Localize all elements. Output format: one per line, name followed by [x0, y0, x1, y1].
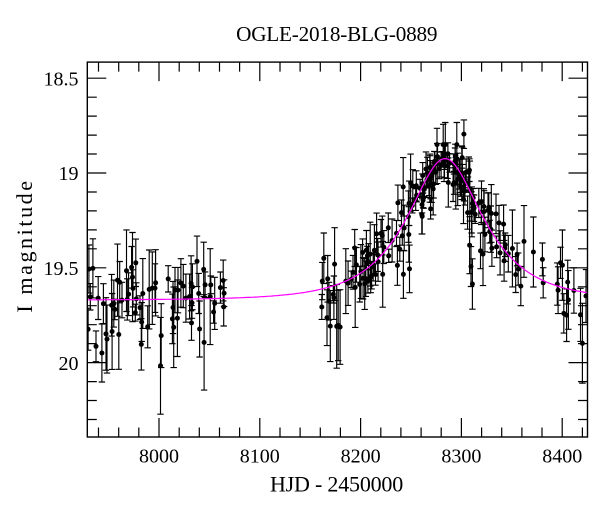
- svg-text:8400: 8400: [542, 446, 582, 468]
- svg-text:8200: 8200: [341, 446, 381, 468]
- svg-text:HJD - 2450000: HJD - 2450000: [270, 471, 403, 496]
- svg-text:I magnitude: I magnitude: [12, 178, 37, 312]
- svg-text:OGLE-2018-BLG-0889: OGLE-2018-BLG-0889: [236, 22, 437, 46]
- svg-text:8100: 8100: [240, 446, 280, 468]
- svg-text:18.5: 18.5: [44, 68, 79, 90]
- svg-text:8000: 8000: [139, 446, 179, 468]
- svg-text:8300: 8300: [441, 446, 481, 468]
- svg-text:19.5: 19.5: [44, 258, 79, 280]
- svg-text:19: 19: [59, 163, 79, 185]
- svg-text:20: 20: [59, 353, 79, 375]
